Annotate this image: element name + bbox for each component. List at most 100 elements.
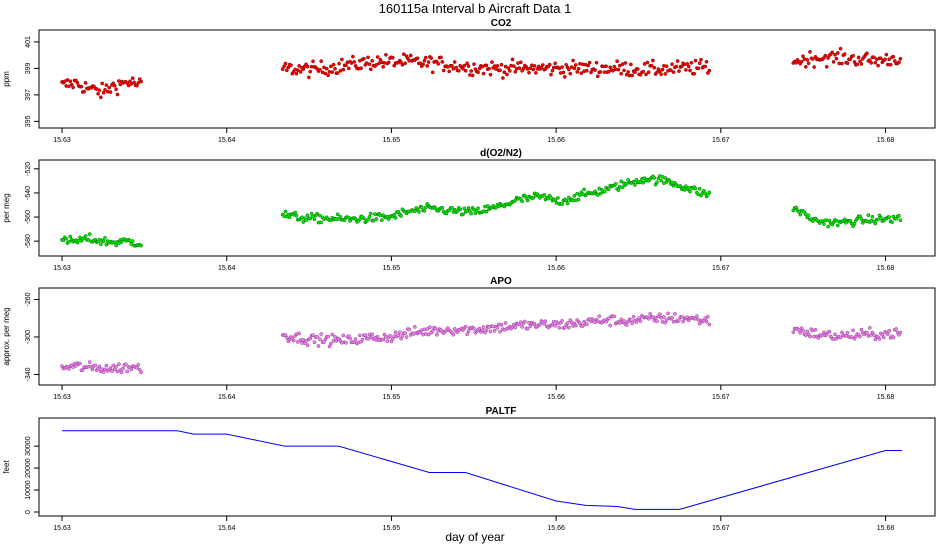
data-point <box>534 71 538 75</box>
data-point <box>586 63 591 68</box>
data-point <box>865 331 869 335</box>
data-point <box>670 315 674 320</box>
data-point <box>451 332 456 337</box>
data-point <box>119 370 124 375</box>
data-point <box>465 332 469 337</box>
data-point <box>327 344 332 349</box>
data-point <box>130 76 135 81</box>
data-point <box>879 215 883 220</box>
data-point <box>68 79 73 84</box>
data-point <box>684 68 688 72</box>
data-point <box>859 327 864 332</box>
data-point <box>513 325 518 330</box>
data-point <box>466 329 471 333</box>
data-point <box>507 69 512 73</box>
data-point <box>295 340 300 344</box>
data-point <box>695 314 699 319</box>
data-point <box>855 62 860 67</box>
chart-panel-co2: CO2 ppm 15.63 15.64 15.65 15.66 15.67 15.68 395 3… <box>2 18 936 144</box>
data-point <box>433 326 438 331</box>
data-point <box>873 221 878 226</box>
data-point <box>638 319 643 323</box>
data-point <box>808 50 812 54</box>
data-point <box>341 333 346 338</box>
data-point <box>456 68 461 73</box>
data-point <box>323 71 328 76</box>
data-point <box>622 68 626 73</box>
data-point <box>791 330 796 335</box>
data-point <box>375 334 380 339</box>
data-point <box>472 62 476 67</box>
data-point <box>897 213 901 218</box>
data-point <box>595 74 600 79</box>
data-point <box>824 64 829 69</box>
data-point <box>289 63 293 68</box>
data-point <box>652 176 657 180</box>
data-point <box>368 211 373 216</box>
data-point <box>346 66 351 71</box>
x-tick-label: 15.65 <box>383 525 401 532</box>
data-point <box>549 72 553 77</box>
data-point <box>126 83 131 88</box>
data-point <box>407 327 412 332</box>
data-point <box>498 68 502 73</box>
data-point <box>408 53 413 58</box>
data-point <box>667 178 672 183</box>
x-tick-label: 15.67 <box>712 394 730 401</box>
data-point <box>704 59 709 64</box>
data-point <box>842 52 847 56</box>
data-point <box>450 206 454 210</box>
data-point <box>115 92 120 97</box>
data-point <box>798 212 803 217</box>
y-tick-label: 395 <box>25 115 32 127</box>
data-point <box>400 62 405 67</box>
data-point <box>898 330 903 335</box>
data-point <box>495 64 500 68</box>
data-point <box>488 329 493 334</box>
y-tick-label: 0 <box>25 510 32 514</box>
data-point <box>87 360 92 364</box>
data-point <box>136 362 141 367</box>
data-point <box>68 234 73 239</box>
data-point <box>425 64 430 68</box>
data-point <box>598 191 603 196</box>
data-point <box>308 216 313 221</box>
data-point <box>531 67 536 72</box>
data-point <box>697 321 702 326</box>
data-point <box>82 89 87 94</box>
data-point <box>881 335 886 340</box>
data-point <box>659 72 663 77</box>
data-point <box>318 67 322 72</box>
x-tick-label: 15.68 <box>877 137 895 144</box>
data-point <box>512 64 516 68</box>
data-point <box>103 236 107 240</box>
data-point <box>463 324 468 329</box>
data-point <box>538 322 542 327</box>
plot-frame <box>38 287 936 386</box>
data-point <box>399 336 403 341</box>
series-segment <box>60 360 143 375</box>
data-point <box>305 343 310 348</box>
data-point <box>663 176 668 180</box>
data-point <box>520 199 524 204</box>
data-point <box>360 337 365 342</box>
data-point <box>587 60 592 65</box>
data-point <box>550 68 555 73</box>
data-point <box>704 319 709 324</box>
data-point <box>114 87 118 92</box>
x-tick-label: 15.66 <box>547 137 565 144</box>
data-point <box>340 57 344 62</box>
data-point <box>851 328 855 333</box>
data-point <box>139 243 143 248</box>
data-point <box>810 57 815 61</box>
data-point <box>301 220 306 224</box>
data-point <box>604 64 608 69</box>
data-point <box>655 319 659 323</box>
data-point <box>699 57 703 62</box>
data-point <box>104 83 109 87</box>
data-point <box>688 189 692 194</box>
data-point <box>679 314 684 319</box>
data-point <box>553 61 558 66</box>
data-point <box>469 211 474 216</box>
data-point <box>831 60 836 64</box>
